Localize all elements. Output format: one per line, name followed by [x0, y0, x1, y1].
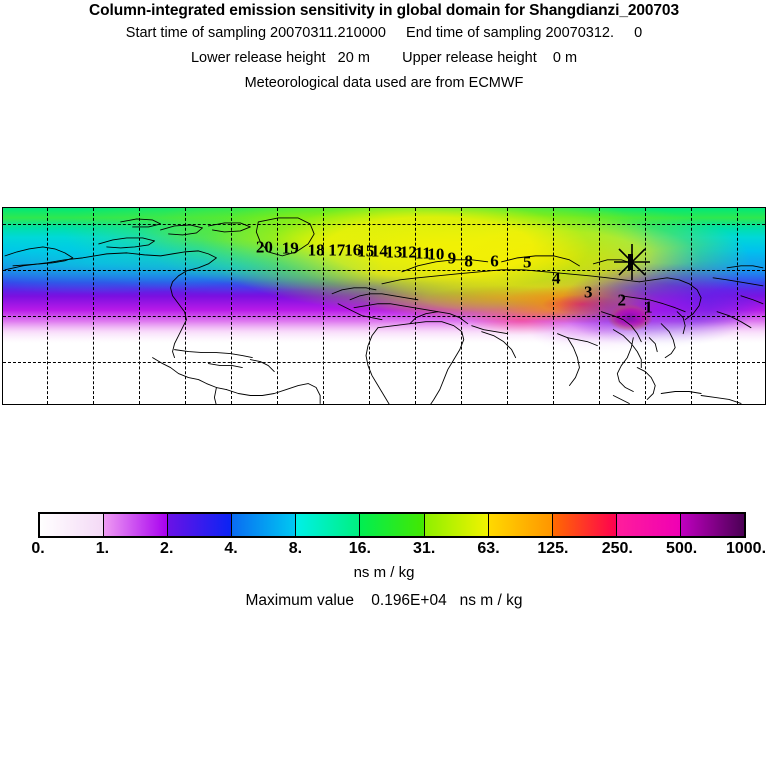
colorbar-segment-5 — [359, 514, 424, 536]
colorbar-tick-10: 500. — [666, 540, 698, 557]
colorbar-tick-11: 1000. — [725, 540, 767, 557]
trajectory-hour-label-4: 4 — [551, 268, 561, 288]
trajectory-hour-label-20: 20 — [255, 237, 273, 257]
colorbar-segment-1 — [103, 514, 168, 536]
colorbar-tick-2: 2. — [160, 540, 174, 557]
colorbar-tick-8: 125. — [537, 540, 569, 557]
trajectory-hour-label-19: 19 — [281, 238, 299, 258]
colorbar-segment-0 — [40, 514, 104, 536]
trajectory-hour-label-12: 12 — [399, 242, 417, 262]
colorbar-tick-7: 63. — [477, 540, 500, 557]
colorbar-segment-8 — [551, 514, 616, 536]
colorbar-segment-4 — [295, 514, 360, 536]
colorbar-segment-3 — [231, 514, 296, 536]
trajectory-hour-label-13: 13 — [385, 242, 403, 261]
trajectory-hour-label-2: 2 — [617, 290, 626, 310]
emission-sensitivity-field — [3, 208, 765, 404]
maximum-value-units: ns m / kg — [459, 592, 523, 609]
colorbar-tick-labels: 0. 1. 2. 4. 8. 16. 31. 63. 125. 250. 500. 1000. — [0, 540, 768, 562]
trajectory-hour-label-1: 1 — [644, 297, 653, 317]
colorbar — [38, 512, 746, 538]
colorbar-segment-6 — [423, 514, 488, 536]
trajectory-hour-label-6: 6 — [490, 251, 499, 271]
release-height-line: Lower release height 20 m Upper release … — [190, 50, 578, 66]
header: Column-integrated emission sensitivity i… — [0, 0, 768, 96]
map-panel: 20 19 18 17 16 15 14 13 12 11 10 9 8 6 5 4 3 2 1 — [2, 207, 766, 405]
colorbar-tick-6: 31. — [413, 540, 436, 557]
colorbar-tick-3: 4. — [224, 540, 238, 557]
colorbar-tick-9: 250. — [601, 540, 633, 557]
colorbar-segment-10 — [679, 514, 745, 536]
trajectory-hour-label-14: 14 — [370, 241, 388, 261]
trajectory-hour-label-10: 10 — [427, 244, 445, 264]
trajectory-hour-label-9: 9 — [447, 248, 457, 268]
maximum-value-label: Maximum value 0.196E+04 ns m / kg — [0, 592, 768, 610]
colorbar-segment-2 — [167, 514, 232, 536]
trajectory-hour-label-15: 15 — [357, 241, 375, 261]
sampling-time-line: Start time of sampling 20070311.210000 E… — [125, 25, 643, 41]
colorbar-segment-9 — [615, 514, 680, 536]
trajectory-hour-label-17: 17 — [328, 240, 346, 260]
colorbar-tick-4: 8. — [288, 540, 303, 557]
trajectory-hour-label-16: 16 — [344, 240, 362, 260]
colorbar-tick-1: 1. — [95, 540, 110, 557]
release-site-star-icon — [613, 243, 650, 280]
field-southern-mask — [3, 208, 765, 404]
trajectory-hour-label-11: 11 — [414, 243, 431, 263]
trajectory-label-layer: 20 19 18 17 16 15 14 13 12 11 10 9 8 6 5 4 3 2 1 — [3, 208, 765, 404]
met-data-line: Meteorological data used are from ECMWF — [244, 75, 524, 91]
colorbar-tick-5: 16. — [348, 540, 371, 557]
maximum-value-text: Maximum value — [245, 592, 355, 609]
trajectory-hour-label-5: 5 — [523, 252, 532, 272]
coastline-overlay — [3, 208, 765, 405]
trajectory-hour-label-8: 8 — [464, 251, 473, 271]
colorbar-segment-7 — [487, 514, 552, 536]
colorbar-tick-0: 0. — [31, 540, 45, 557]
colorbar-units-label: ns m / kg — [353, 564, 415, 581]
trajectory-hour-label-18: 18 — [307, 240, 325, 260]
trajectory-hour-label-3: 3 — [583, 282, 593, 302]
maximum-value-number: 0.196E+04 — [371, 592, 447, 609]
page-title: Column-integrated emission sensitivity i… — [89, 2, 679, 19]
